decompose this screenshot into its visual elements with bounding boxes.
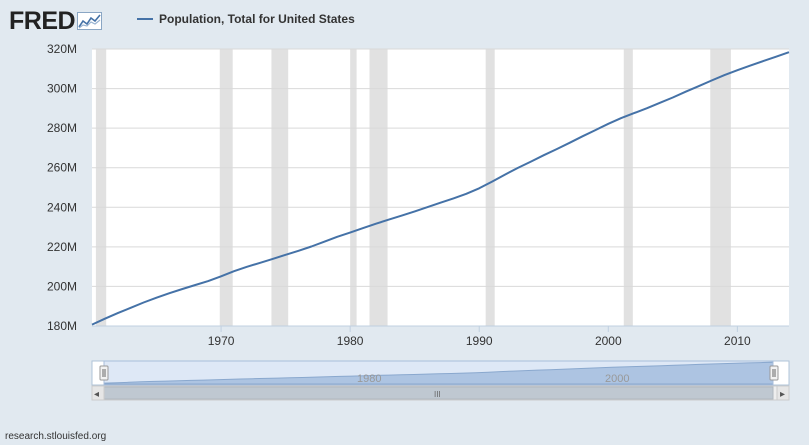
y-tick-label: 300M — [47, 82, 77, 96]
x-tick-label: 2010 — [724, 334, 751, 345]
x-tick-label: 1970 — [208, 334, 235, 345]
scroll-right-arrow-icon: ▸ — [780, 389, 785, 400]
y-axis-labels: 180M 200M 220M 240M 260M 280M 300M 320M — [47, 42, 77, 333]
x-tick-label: 1980 — [337, 334, 364, 345]
navigator-series — [103, 361, 774, 385]
y-tick-label: 220M — [47, 240, 77, 254]
plot-area — [91, 48, 790, 332]
x-axis-labels: 1970 1980 1990 2000 2010 — [208, 334, 751, 345]
navigator-outline — [91, 360, 790, 386]
recession-band — [95, 49, 107, 326]
navigator-right-handle[interactable] — [769, 365, 779, 381]
y-tick-label: 320M — [47, 42, 77, 56]
recession-band — [271, 49, 289, 326]
main-chart[interactable]: 180M 200M 220M 240M 260M 280M 300M 320M 1970 198… — [0, 0, 809, 345]
navigator-series-area — [103, 361, 774, 385]
scrollbar-left-button[interactable] — [91, 385, 105, 401]
fred-line-chart-icon — [77, 12, 103, 30]
navigator-tick-1980: 1980 — [357, 373, 381, 385]
scrollbar-track[interactable] — [91, 385, 790, 401]
recession-band — [219, 49, 233, 326]
chart-legend[interactable]: Population, Total for United States — [137, 10, 355, 28]
plot-background — [92, 49, 789, 326]
scrollbar-thumb[interactable] — [103, 386, 774, 400]
fred-logo[interactable]: FRED — [9, 6, 103, 35]
x-tick-label: 1990 — [466, 334, 493, 345]
recession-band — [350, 49, 357, 326]
logo-text: FRED — [9, 6, 76, 35]
y-tick-label: 200M — [47, 279, 77, 293]
recession-band — [623, 49, 633, 326]
recession-band — [485, 49, 495, 326]
y-tick-label: 240M — [47, 200, 77, 214]
scroll-left-arrow-icon: ◂ — [94, 389, 99, 400]
navigator-left-handle[interactable] — [99, 365, 109, 381]
navigator-selected-range[interactable] — [103, 360, 774, 386]
navigator-tick-2000: 2000 — [605, 373, 629, 385]
scrollbar-right-button[interactable] — [776, 385, 790, 401]
y-tick-label: 260M — [47, 161, 77, 175]
recession-band — [710, 49, 731, 326]
scrollbar-grip-icon: III — [434, 390, 441, 399]
legend-series-swatch — [137, 18, 153, 20]
series-line[interactable] — [91, 51, 790, 326]
legend-series-label: Population, Total for United States — [159, 12, 355, 26]
y-tick-label: 180M — [47, 319, 77, 333]
source-link[interactable]: research.stlouisfed.org — [5, 431, 107, 442]
x-tick-label: 2000 — [595, 334, 622, 345]
recession-band — [369, 49, 388, 326]
y-tick-label: 280M — [47, 121, 77, 135]
